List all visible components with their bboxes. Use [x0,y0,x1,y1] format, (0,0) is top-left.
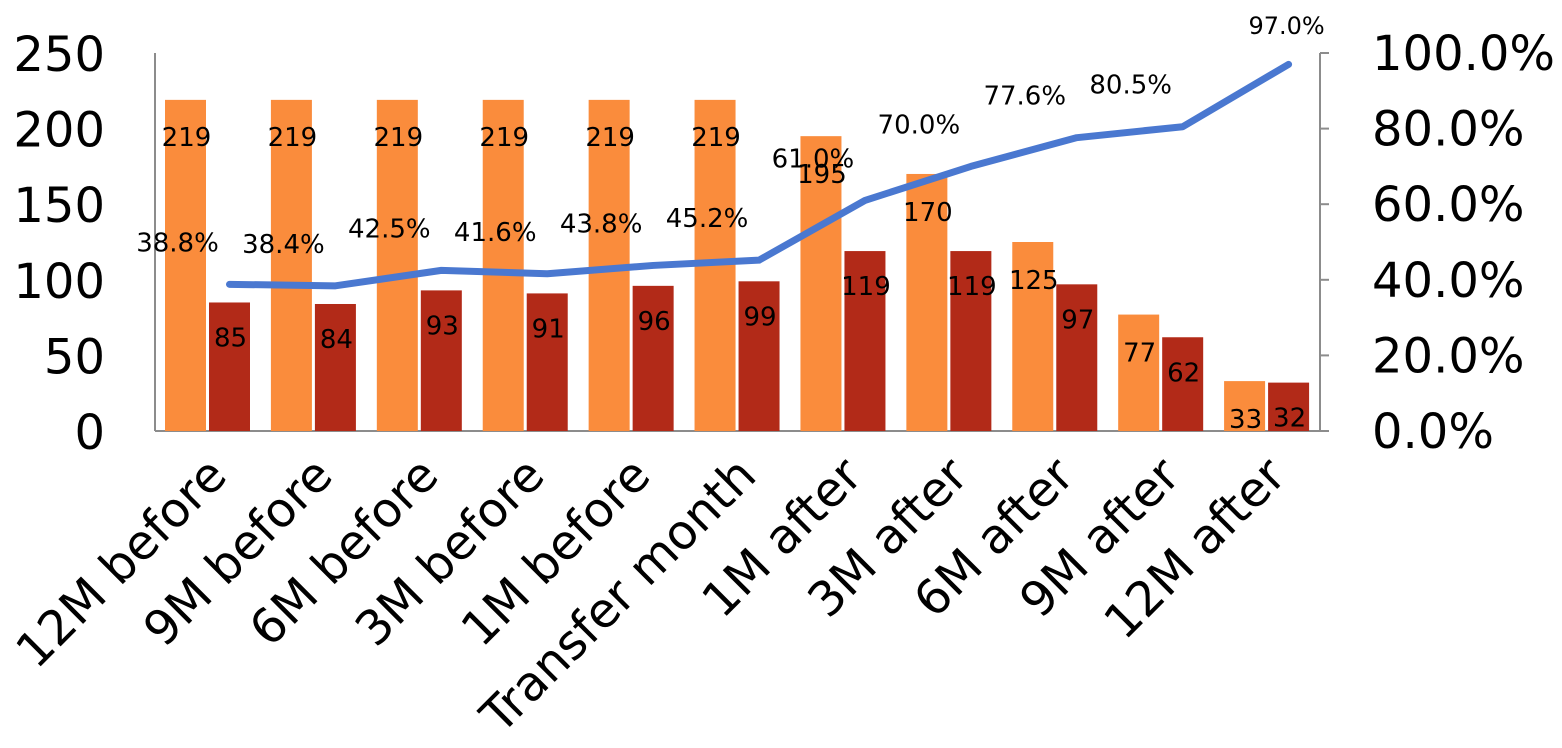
rate-line-label: 43.8% [560,209,643,239]
bar-total [1224,381,1266,431]
bar-total-label: 195 [797,160,847,190]
rate-line-label: 42.5% [348,214,431,244]
bar-total-label: 77 [1123,339,1156,369]
rate-line-label: 97.0% [1248,12,1324,40]
right-axis-tick-label: 40.0% [1372,253,1524,309]
bar-transferred-label: 62 [1167,358,1200,388]
bar-transferred-label: 93 [426,311,459,341]
bar-total [376,99,418,431]
bar-transferred [1162,337,1204,431]
rate-line-label: 38.8% [136,228,219,258]
left-axis-tick-label: 250 [13,27,105,83]
bar-total-label: 33 [1229,405,1262,435]
rate-line-path [226,60,1293,290]
bar-transferred [1056,284,1098,431]
left-axis-tick-label: 0 [74,405,105,461]
bar-total [270,99,312,431]
right-axis-tick-label: 0.0% [1372,404,1494,460]
bar-total [1012,242,1054,431]
bar-transferred-label: 85 [214,323,247,353]
bar-total [906,173,948,431]
bar-total-label: 219 [585,123,635,153]
bar-total-label: 219 [162,123,212,153]
left-axis-tick-label: 100 [13,254,105,310]
bar-transferred [420,290,462,431]
bar-transferred-label: 97 [1061,305,1094,335]
right-axis-tick-label: 80.0% [1372,102,1524,158]
rate-line-label: 70.0% [878,110,961,140]
rate-line-label: 80.5% [1089,71,1172,101]
rate-line-label: 45.2% [666,204,749,234]
rate-line-label: 38.4% [242,230,325,260]
rate-line [226,60,1293,290]
bar-total [165,99,206,431]
bar-transferred-label: 119 [841,272,891,302]
rate-line-label: 77.6% [983,82,1066,112]
rate-line-label: 61.0% [772,144,855,174]
bar-total-label: 219 [479,123,529,153]
bar-labels: 219 85 219 84 219 93 219 91 219 96 219 99 195 119 170 1… [162,123,1306,435]
rate-line-label: 41.6% [454,218,537,248]
right-axis-tick-label: 20.0% [1372,328,1524,384]
bar-transferred [526,293,568,431]
line-labels: 38.8% 38.4% 42.5% 41.6% 43.8% 45.2% 61.0% 70.0%… [136,12,1325,260]
bar-transferred-label: 84 [320,325,353,355]
bar-transferred [209,302,250,431]
bar-transferred [314,303,356,431]
bar-total [1118,314,1160,431]
right-axis-tick-label: 60.0% [1372,177,1524,233]
bar-total-label: 219 [268,123,318,153]
bar-transferred [738,281,780,431]
bar-transferred-label: 32 [1273,404,1306,434]
bar-total-label: 125 [1009,266,1059,296]
right-axis-tick-label: 100.0% [1372,26,1555,82]
bars [165,99,1310,431]
bar-transferred [632,285,674,431]
bar-total-label: 170 [903,198,953,228]
left-axis-tick-label: 50 [44,329,105,385]
bar-transferred-label: 119 [947,272,997,302]
bar-total [482,99,524,431]
bar-total [800,136,842,431]
bar-transferred [1268,382,1310,431]
bar-transferred [950,251,992,431]
bar-total-label: 219 [691,123,741,153]
bar-transferred-label: 99 [743,302,776,332]
bar-transferred [844,251,886,431]
bar-transferred-label: 91 [532,314,565,344]
left-axis-tick-label: 200 [13,103,105,159]
bar-transferred-label: 96 [638,307,671,337]
bar-total-label: 219 [373,123,423,153]
left-axis-tick-label: 150 [13,178,105,234]
